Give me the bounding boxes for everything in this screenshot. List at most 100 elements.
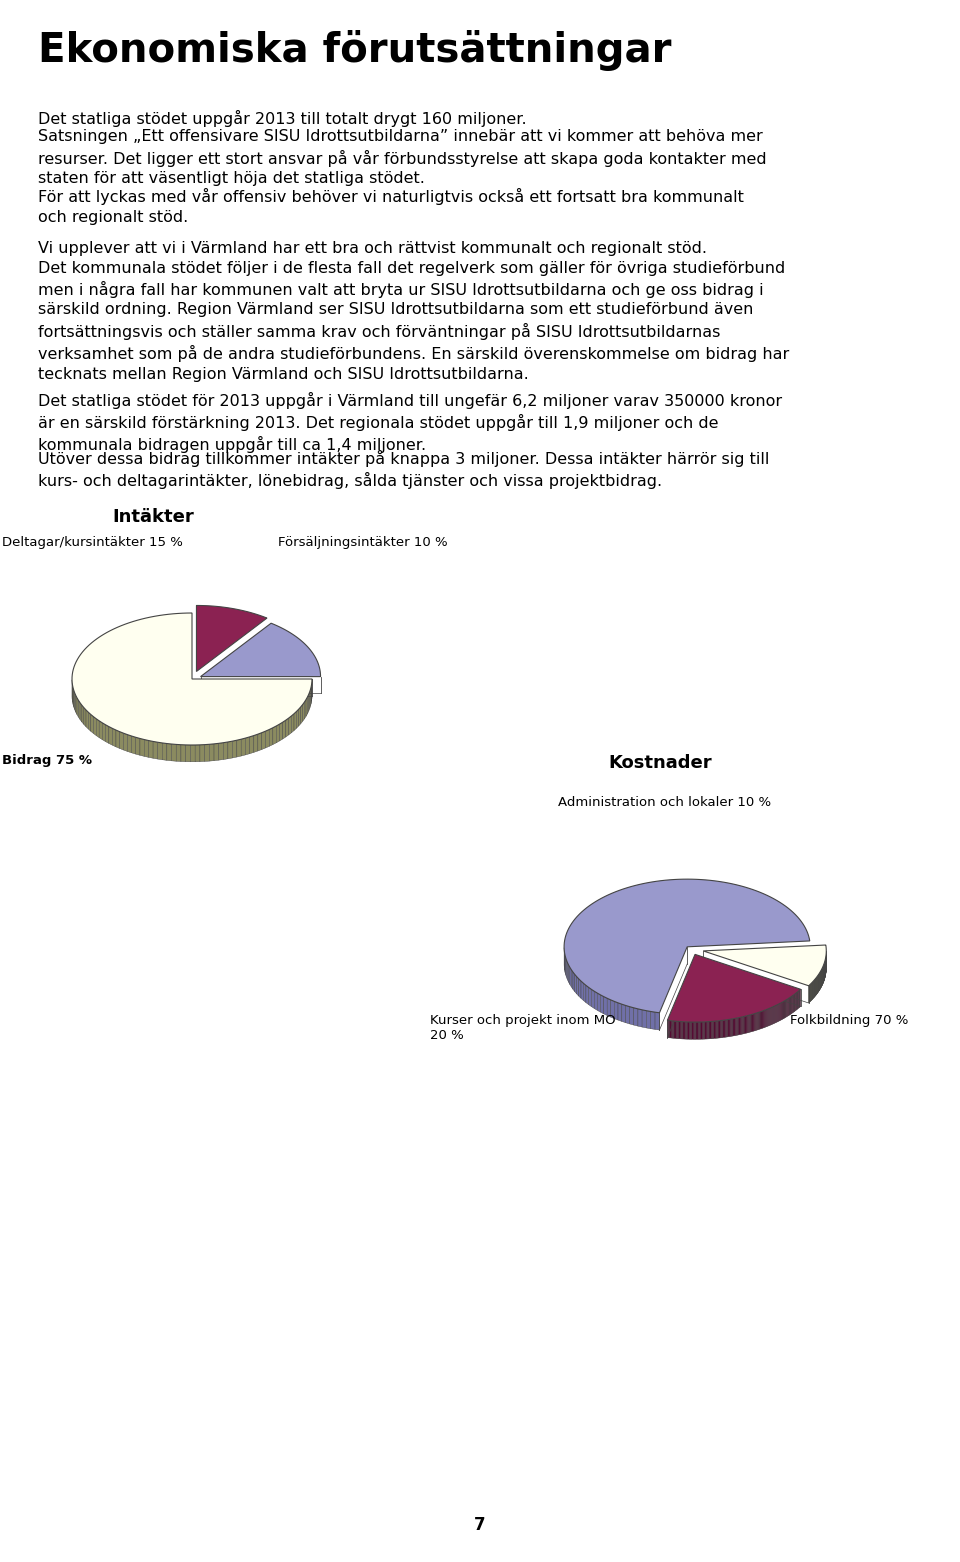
Polygon shape [167, 744, 172, 761]
Polygon shape [672, 1022, 674, 1039]
Polygon shape [577, 976, 579, 997]
Polygon shape [760, 1012, 761, 1029]
Polygon shape [720, 1020, 722, 1037]
Polygon shape [734, 1018, 735, 1036]
Polygon shape [702, 1022, 704, 1039]
Polygon shape [103, 723, 106, 742]
Polygon shape [568, 965, 570, 984]
Polygon shape [204, 745, 209, 761]
Polygon shape [646, 1011, 651, 1029]
Polygon shape [214, 744, 219, 761]
Polygon shape [611, 1000, 614, 1018]
Polygon shape [700, 1022, 701, 1039]
Polygon shape [634, 1007, 637, 1026]
Polygon shape [579, 979, 581, 998]
Polygon shape [601, 995, 604, 1014]
Polygon shape [77, 698, 79, 717]
Polygon shape [671, 1022, 672, 1039]
Polygon shape [75, 694, 76, 712]
Polygon shape [737, 1017, 739, 1036]
Text: Deltagar/kursintäkter 15 %: Deltagar/kursintäkter 15 % [2, 536, 182, 548]
Polygon shape [172, 744, 177, 761]
Polygon shape [771, 1007, 772, 1025]
Polygon shape [703, 945, 827, 986]
Polygon shape [84, 708, 86, 726]
Polygon shape [667, 1020, 668, 1037]
Polygon shape [696, 1022, 697, 1039]
Polygon shape [690, 1022, 692, 1039]
Polygon shape [219, 742, 224, 761]
Polygon shape [724, 1020, 726, 1037]
Polygon shape [710, 1022, 711, 1039]
Polygon shape [224, 742, 228, 759]
Polygon shape [279, 722, 283, 740]
Polygon shape [684, 1022, 685, 1039]
Text: Satsningen „Ett offensivare SISU Idrottsutbildarna” innebär att vi kommer att be: Satsningen „Ett offensivare SISU Idrotts… [38, 130, 767, 186]
Polygon shape [302, 701, 304, 722]
Polygon shape [124, 733, 128, 751]
Polygon shape [670, 1020, 671, 1039]
Polygon shape [630, 1006, 634, 1025]
Polygon shape [564, 879, 810, 1012]
Polygon shape [116, 729, 120, 748]
Polygon shape [697, 1022, 698, 1039]
Polygon shape [106, 725, 108, 744]
Polygon shape [707, 1022, 708, 1039]
Polygon shape [766, 1009, 767, 1026]
Polygon shape [575, 975, 577, 993]
Polygon shape [683, 1022, 684, 1039]
Polygon shape [689, 1022, 690, 1039]
Polygon shape [714, 1022, 715, 1039]
Polygon shape [241, 739, 246, 756]
Polygon shape [746, 1015, 747, 1032]
Text: Bidrag 75 %: Bidrag 75 % [2, 754, 92, 767]
Polygon shape [765, 1009, 766, 1028]
Polygon shape [571, 970, 573, 989]
Text: Kurser och projekt inom MO
20 %: Kurser och projekt inom MO 20 % [430, 1014, 615, 1042]
Polygon shape [778, 1004, 779, 1022]
Polygon shape [86, 711, 88, 729]
Polygon shape [79, 700, 80, 720]
Polygon shape [80, 703, 82, 722]
Polygon shape [740, 1017, 741, 1034]
Polygon shape [197, 606, 267, 672]
Polygon shape [304, 700, 306, 719]
Polygon shape [307, 695, 308, 714]
Polygon shape [294, 712, 297, 731]
Polygon shape [770, 1007, 771, 1026]
Polygon shape [306, 697, 307, 717]
Polygon shape [735, 1018, 736, 1036]
Polygon shape [82, 706, 84, 725]
Polygon shape [200, 745, 204, 762]
Polygon shape [581, 981, 584, 1001]
Polygon shape [686, 1022, 688, 1039]
Polygon shape [273, 726, 276, 745]
Polygon shape [76, 695, 77, 715]
Polygon shape [723, 1020, 724, 1037]
Polygon shape [728, 1020, 729, 1037]
Text: Vi upplever att vi i Värmland har ett bra och rättvist kommunalt och regionalt s: Vi upplever att vi i Värmland har ett br… [38, 241, 707, 256]
Text: Administration och lokaler 10 %: Administration och lokaler 10 % [558, 797, 771, 809]
Text: Det statliga stödet uppgår 2013 till totalt drygt 160 miljoner.: Det statliga stödet uppgår 2013 till tot… [38, 109, 527, 127]
Polygon shape [266, 729, 269, 748]
Polygon shape [566, 961, 567, 979]
Text: Ekonomiska förutsättningar: Ekonomiska förutsättningar [38, 30, 671, 70]
Polygon shape [767, 1009, 768, 1026]
Text: Utöver dessa bidrag tillkommer intäkter på knappa 3 miljoner. Dessa intäkter här: Utöver dessa bidrag tillkommer intäkter … [38, 450, 769, 489]
Polygon shape [201, 623, 321, 676]
Polygon shape [679, 1022, 680, 1039]
Polygon shape [604, 997, 607, 1015]
Polygon shape [153, 742, 157, 759]
Polygon shape [132, 736, 135, 754]
Polygon shape [289, 715, 292, 734]
Polygon shape [185, 745, 190, 762]
Polygon shape [594, 992, 597, 1011]
Polygon shape [716, 1022, 718, 1039]
Polygon shape [135, 737, 140, 756]
Polygon shape [727, 1020, 728, 1037]
Polygon shape [704, 1022, 705, 1039]
Polygon shape [283, 720, 286, 739]
Polygon shape [128, 734, 132, 753]
Polygon shape [752, 1014, 753, 1031]
Polygon shape [232, 740, 237, 758]
